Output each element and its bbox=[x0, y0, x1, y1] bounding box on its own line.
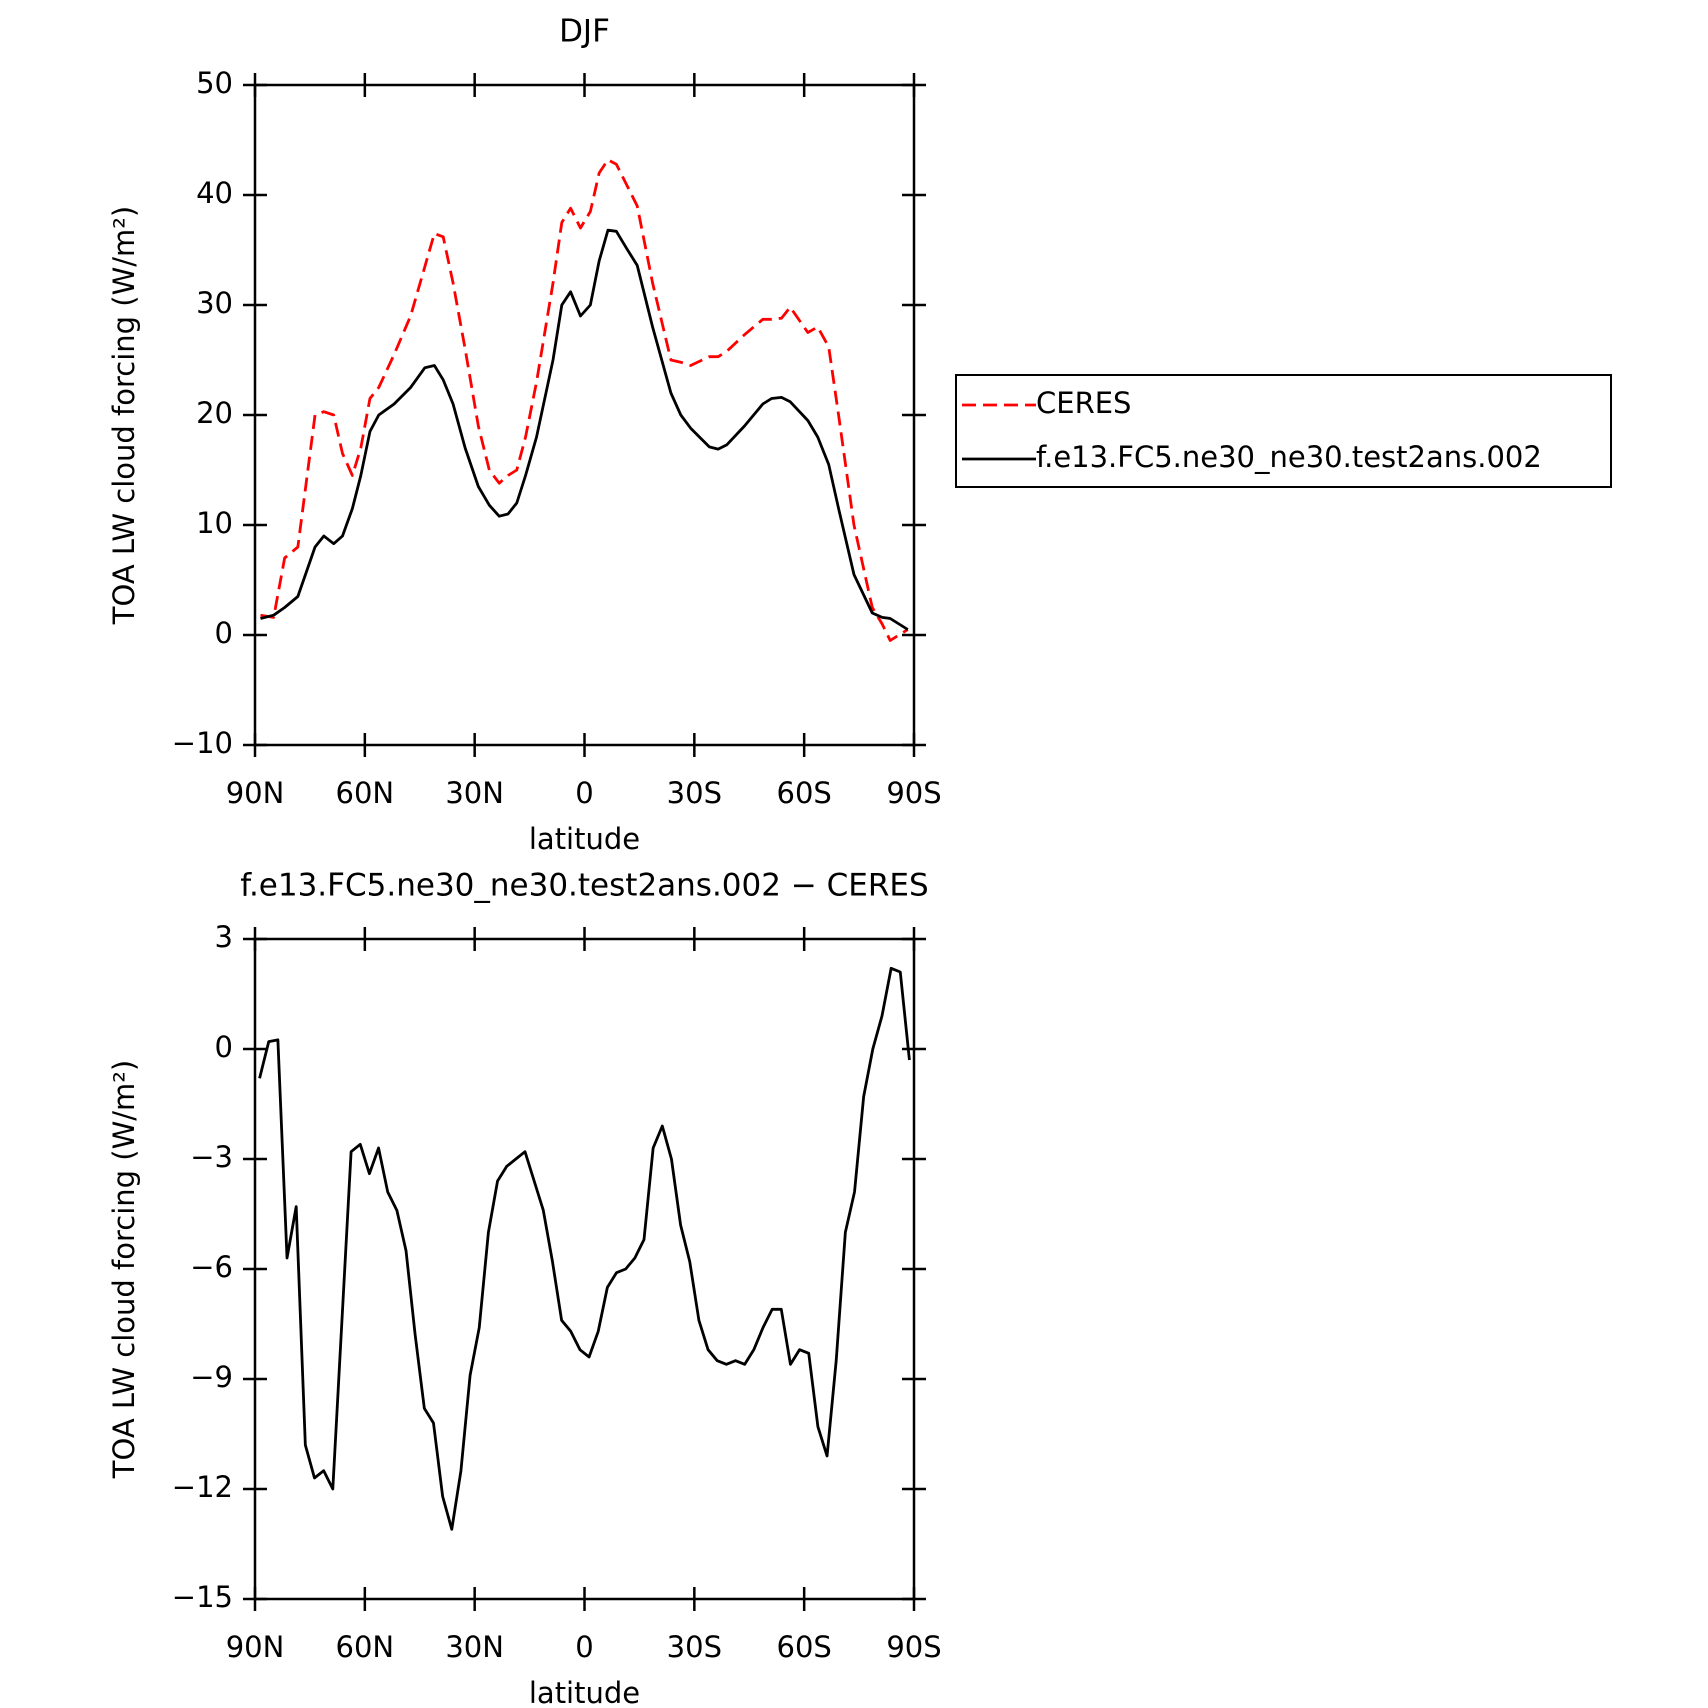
x-tick-label: 0 bbox=[575, 776, 593, 810]
x-tick-label: 0 bbox=[575, 1630, 593, 1664]
data-line bbox=[260, 158, 909, 642]
x-tick-label: 60S bbox=[777, 776, 832, 810]
x-tick-label: 30S bbox=[667, 1630, 722, 1664]
chart-title: DJF bbox=[559, 14, 610, 50]
y-tick-label: 20 bbox=[196, 396, 233, 430]
chart-panel: DJF latitude TOA LW cloud forcing (W/m²) −1… bbox=[107, 14, 1612, 856]
legend-box bbox=[955, 374, 1612, 488]
legend-label: CERES bbox=[1036, 386, 1131, 420]
y-tick-label: 30 bbox=[196, 286, 233, 320]
y-axis-label: TOA LW cloud forcing (W/m²) bbox=[107, 1060, 141, 1479]
x-tick-label: 90S bbox=[886, 776, 941, 810]
data-line bbox=[260, 228, 909, 631]
y-tick-label: 40 bbox=[196, 176, 233, 210]
x-tick-label: 30S bbox=[667, 776, 722, 810]
legend-label: f.e13.FC5.ne30_ne30.test2ans.002 bbox=[1036, 440, 1542, 474]
x-tick-label: 60N bbox=[336, 1630, 395, 1664]
plot-frame bbox=[253, 83, 916, 747]
y-tick-label: 0 bbox=[215, 616, 233, 650]
y-axis-label: TOA LW cloud forcing (W/m²) bbox=[107, 206, 141, 625]
x-tick-label: 90S bbox=[886, 1630, 941, 1664]
data-line bbox=[258, 966, 911, 1531]
y-tick-label: −3 bbox=[190, 1140, 233, 1174]
y-tick-label: 3 bbox=[215, 920, 233, 954]
y-tick-label: 10 bbox=[196, 506, 233, 540]
x-axis-label: latitude bbox=[529, 1676, 640, 1708]
x-tick-label: 30N bbox=[445, 776, 504, 810]
chart-title: f.e13.FC5.ne30_ne30.test2ans.002 − CERES bbox=[240, 868, 928, 904]
x-tick-label: 30N bbox=[445, 1630, 504, 1664]
plot-frame bbox=[253, 937, 916, 1601]
chart-panel: f.e13.FC5.ne30_ne30.test2ans.002 − CERES… bbox=[107, 868, 942, 1708]
y-tick-label: −15 bbox=[172, 1580, 233, 1614]
y-tick-label: −6 bbox=[190, 1250, 233, 1284]
y-tick-label: 50 bbox=[196, 66, 233, 100]
x-tick-label: 60N bbox=[336, 776, 395, 810]
y-tick-label: −10 bbox=[172, 726, 233, 760]
x-tick-label: 90N bbox=[226, 1630, 285, 1664]
y-tick-label: −9 bbox=[190, 1360, 233, 1394]
x-tick-label: 60S bbox=[777, 1630, 832, 1664]
y-tick-label: 0 bbox=[215, 1030, 233, 1064]
x-tick-label: 90N bbox=[226, 776, 285, 810]
y-tick-label: −12 bbox=[172, 1470, 233, 1504]
x-axis-label: latitude bbox=[529, 822, 640, 856]
